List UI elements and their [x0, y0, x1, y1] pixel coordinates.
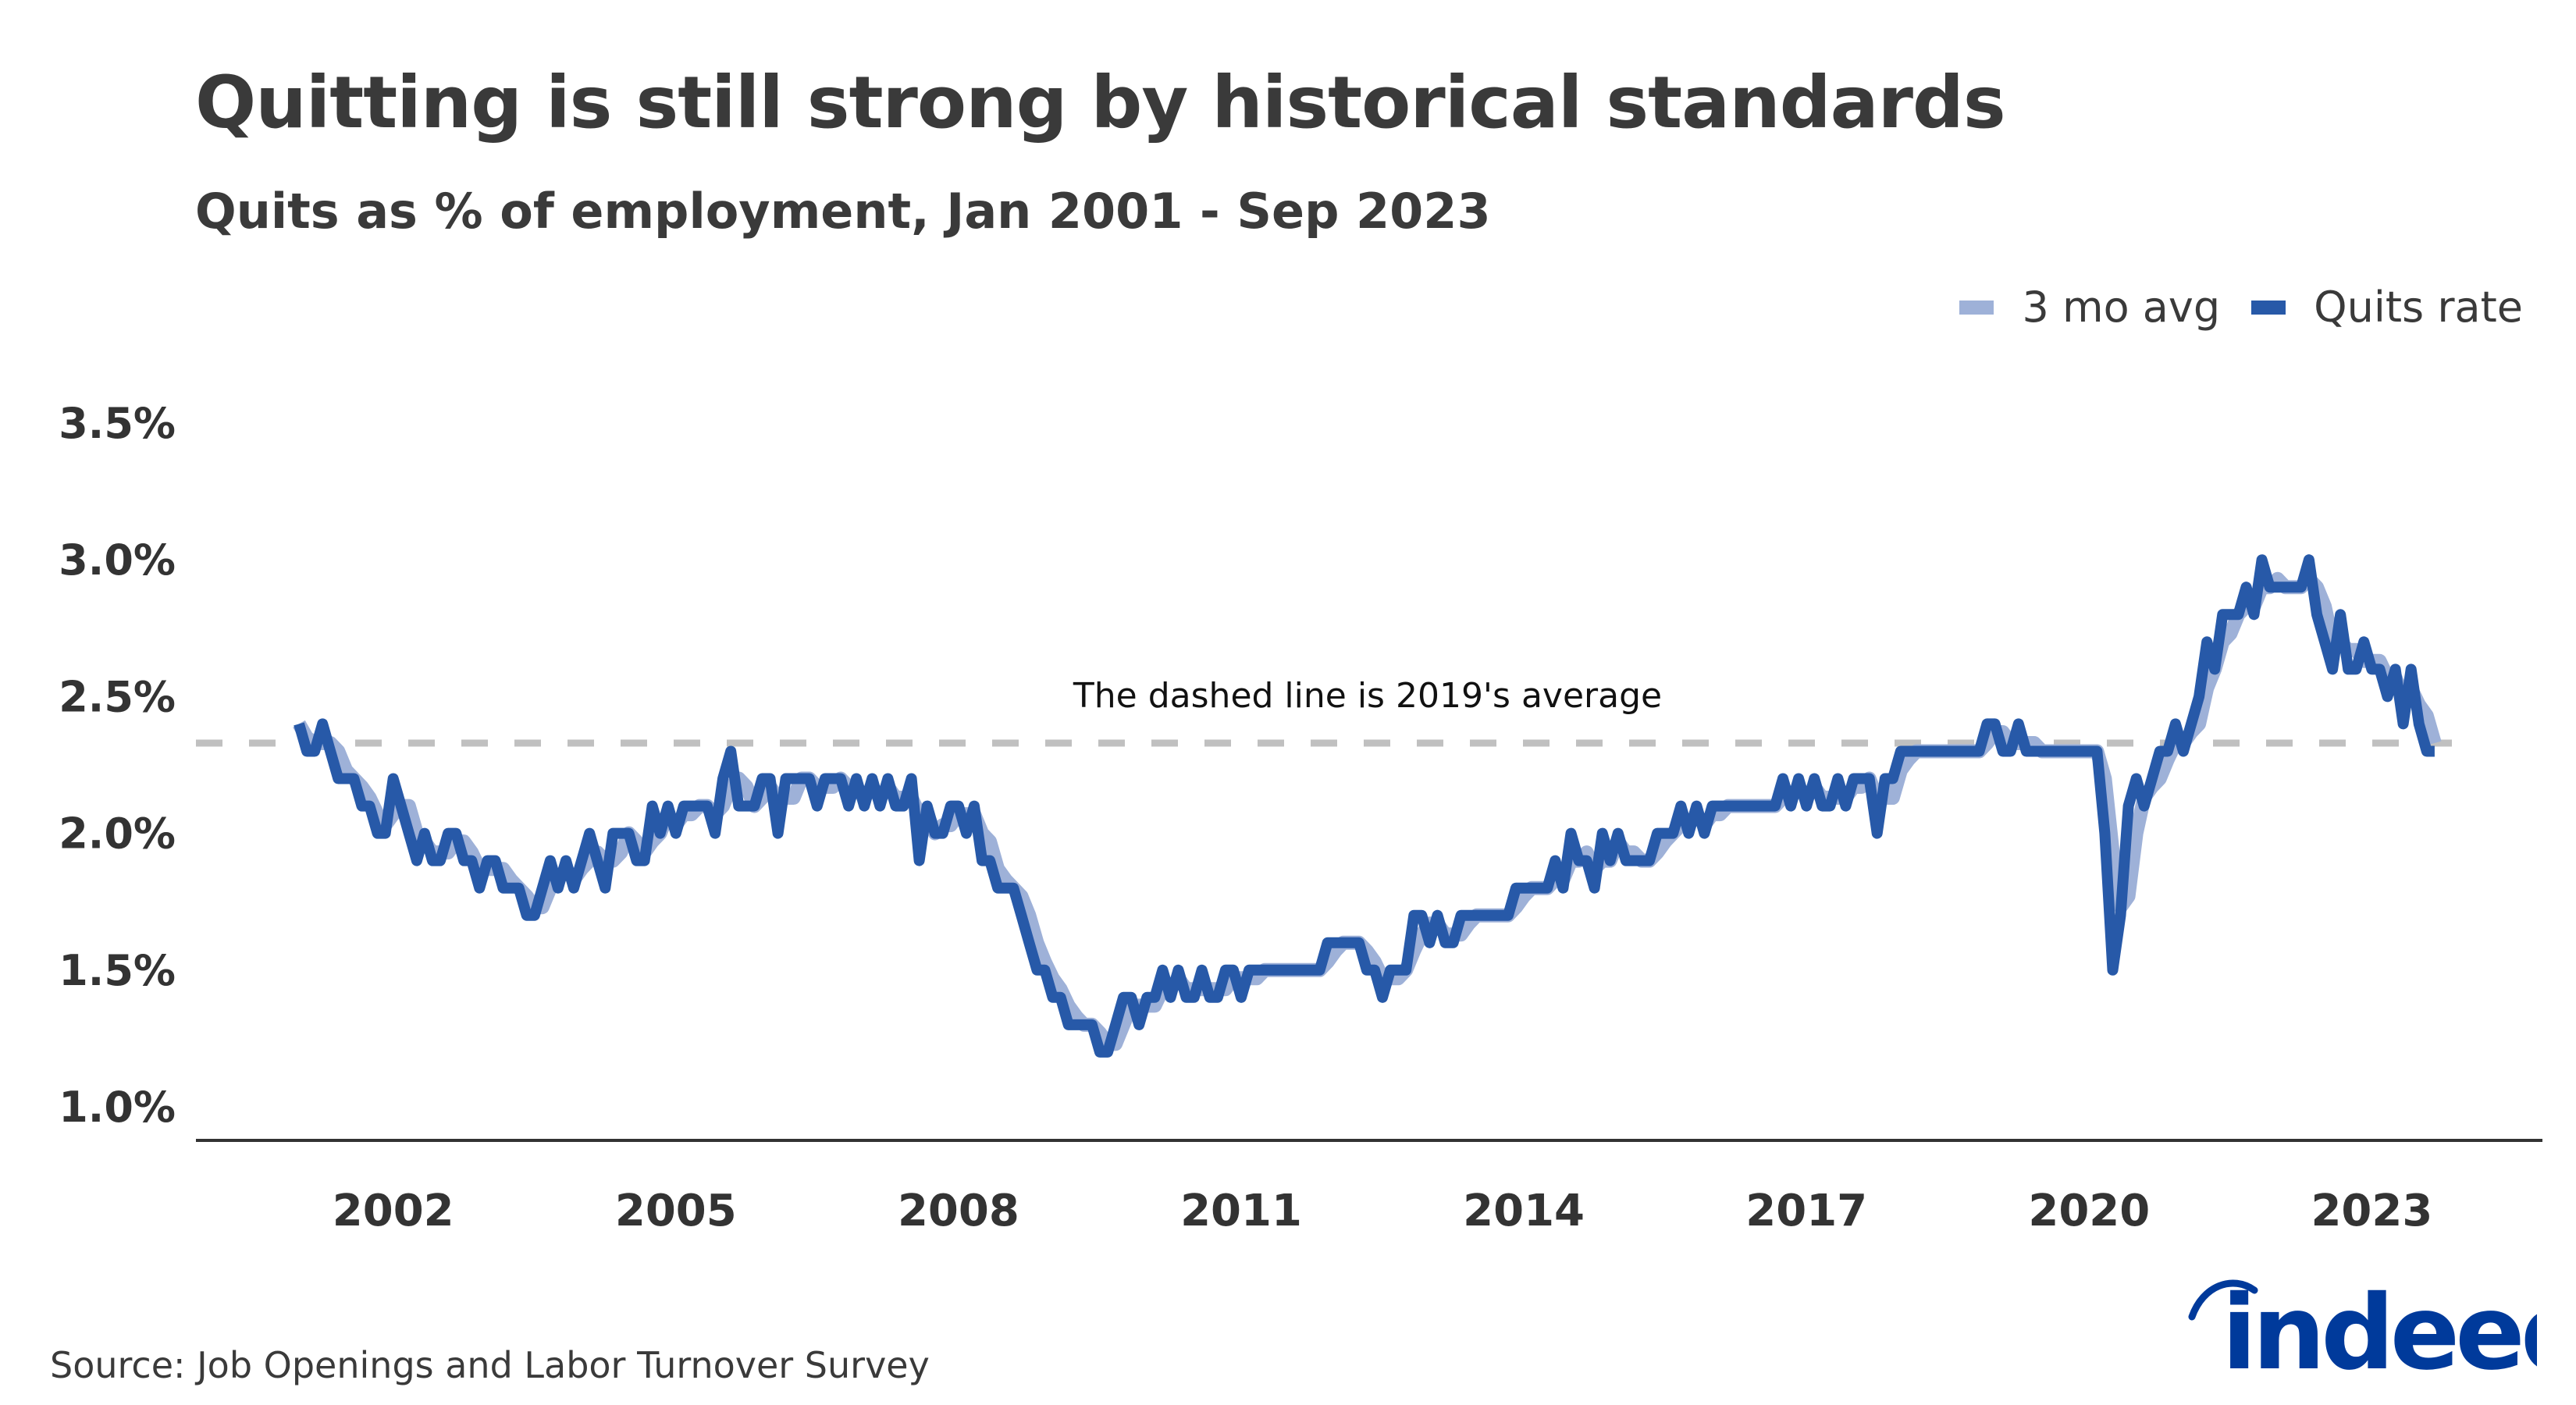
legend-label-quits-rate: Quits rate	[2314, 283, 2523, 332]
y-tick-label: 3.0%	[59, 535, 176, 585]
chart-subtitle: Quits as % of employment, Jan 2001 - Sep…	[195, 183, 1491, 240]
chart-title: Quitting is still strong by historical s…	[195, 61, 2006, 144]
y-tick-label: 3.5%	[59, 399, 176, 448]
series-group	[293, 554, 2442, 1058]
legend-label-3mo-avg: 3 mo avg	[2022, 283, 2221, 332]
y-tick-label: 1.5%	[59, 946, 176, 995]
legend-swatch-quits-rate	[2251, 300, 2286, 315]
x-axis-ticks: 2002 2005 2008 2011 2014 2017 2020 2023	[333, 1186, 2433, 1236]
x-tick-label: 2017	[1745, 1186, 1867, 1236]
x-tick-label: 2008	[898, 1186, 1019, 1236]
logo-wordmark: indeed	[2222, 1273, 2537, 1378]
legend-item-3mo-avg: 3 mo avg	[1959, 283, 2220, 332]
y-tick-label: 1.0%	[59, 1083, 176, 1132]
x-tick-label: 2020	[2028, 1186, 2150, 1236]
x-tick-label: 2002	[333, 1186, 454, 1236]
y-axis-ticks: 1.0% 1.5% 2.0% 2.5% 3.0% 3.5%	[59, 399, 176, 1132]
legend-item-quits-rate: Quits rate	[2251, 283, 2523, 332]
series-line-quits-rate	[294, 554, 2435, 1058]
x-tick-label: 2023	[2311, 1186, 2432, 1236]
y-tick-label: 2.5%	[59, 672, 176, 721]
x-tick-label: 2011	[1180, 1186, 1302, 1236]
y-tick-label: 2.0%	[59, 809, 176, 859]
legend-swatch-3mo-avg	[1959, 300, 1994, 315]
indeed-logo: indeed	[2188, 1273, 2537, 1378]
source-note: Source: Job Openings and Labor Turnover …	[50, 1344, 930, 1386]
x-tick-label: 2005	[615, 1186, 737, 1236]
reference-line-annotation: The dashed line is 2019's average	[1073, 676, 1662, 716]
x-tick-label: 2014	[1463, 1186, 1585, 1236]
logo-arc-icon	[2188, 1279, 2258, 1321]
legend: 3 mo avg Quits rate	[1928, 283, 2523, 332]
